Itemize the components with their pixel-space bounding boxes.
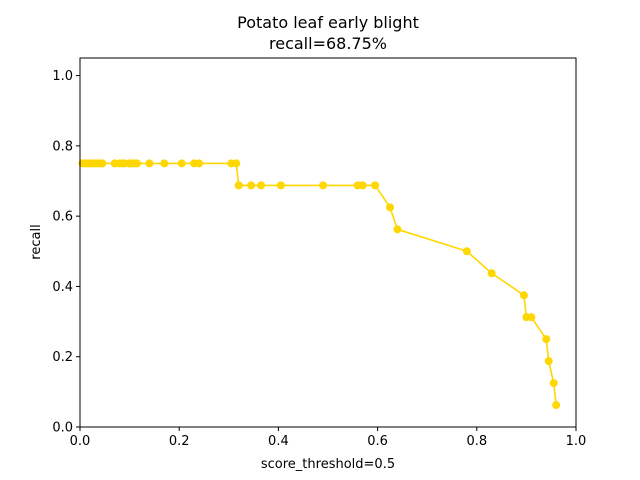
y-tick-label: 0.4 (52, 280, 73, 295)
data-point (133, 159, 142, 168)
chart-subtitle: recall=68.75% (269, 34, 387, 53)
data-point (371, 181, 380, 190)
plot-area (80, 58, 576, 427)
x-tick-label: 0.8 (466, 434, 487, 449)
y-tick-label: 1.0 (52, 69, 73, 84)
data-point (98, 159, 107, 168)
y-tick-label: 0.0 (52, 421, 73, 436)
data-point (519, 291, 528, 300)
data-point (393, 225, 402, 234)
data-point (386, 203, 394, 212)
x-axis-label: score_threshold=0.5 (261, 457, 395, 472)
x-tick-label: 1.0 (566, 434, 587, 449)
x-tick-label: 0.4 (268, 434, 289, 449)
data-point (549, 379, 558, 388)
x-axis: 0.0 0.2 0.4 0.6 0.8 1.0 (70, 427, 587, 449)
series-layer (78, 159, 561, 410)
data-point (257, 181, 266, 190)
x-tick-label: 0.0 (70, 434, 91, 449)
y-tick-label: 0.2 (52, 350, 73, 365)
data-point (276, 181, 285, 190)
y-tick-label: 0.6 (52, 210, 73, 225)
y-axis: 0.0 0.2 0.4 0.6 0.8 1.0 (52, 69, 80, 436)
data-point (234, 181, 243, 190)
data-point (527, 313, 536, 322)
data-point (177, 159, 186, 168)
data-point (319, 181, 328, 190)
chart-title: Potato leaf early blight (237, 13, 419, 32)
data-point (462, 247, 471, 256)
data-point (160, 159, 169, 168)
data-point (542, 335, 551, 344)
x-tick-label: 0.6 (367, 434, 388, 449)
data-point (232, 159, 241, 168)
data-point (195, 159, 204, 168)
y-tick-label: 0.8 (52, 139, 73, 154)
data-point (358, 181, 367, 190)
data-point (544, 357, 553, 366)
data-point (247, 181, 256, 190)
x-tick-label: 0.2 (169, 434, 190, 449)
data-point (487, 269, 496, 278)
plot-frame (79, 57, 577, 428)
y-axis-label: recall (29, 224, 44, 259)
data-point (145, 159, 154, 168)
data-point (552, 401, 561, 410)
